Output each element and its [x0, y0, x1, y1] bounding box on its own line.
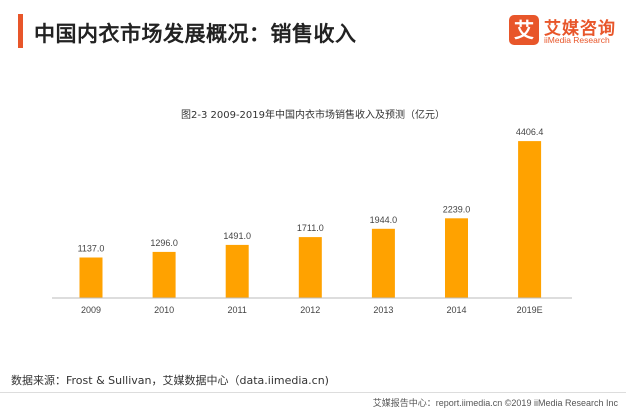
bar-2019E	[518, 141, 542, 298]
logo-name: 艾媒咨询	[544, 19, 616, 39]
value-label-2019E: 4406.4	[516, 127, 544, 137]
bar-2012	[298, 237, 322, 298]
title-accent-bar	[18, 14, 23, 48]
bar-2013	[371, 228, 395, 298]
x-tick-label-2014: 2014	[446, 305, 466, 315]
value-label-2013: 1944.0	[370, 215, 398, 225]
data-source-note: 数据来源：Frost & Sullivan，艾媒数据中心（data.iimedi…	[11, 374, 329, 387]
value-label-2014: 2239.0	[443, 204, 471, 214]
logo-subtitle: iiMedia Research	[544, 35, 610, 45]
x-tick-label-2013: 2013	[373, 305, 393, 315]
logo-mark-icon: 艾	[509, 15, 539, 45]
value-label-2012: 1711.0	[297, 223, 324, 233]
x-tick-label-2012: 2012	[300, 305, 320, 315]
bar-2011	[225, 244, 249, 298]
x-tick-label-2011: 2011	[228, 305, 247, 315]
x-tick-label-2010: 2010	[154, 305, 174, 315]
footer-divider	[0, 392, 626, 393]
chart-title: 图2-3 2009-2019年中国内衣市场销售收入及预测（亿元）	[181, 108, 445, 121]
value-label-2009: 1137.0	[78, 244, 105, 254]
iimedia-logo: 艾 艾媒咨询 iiMedia Research	[509, 15, 619, 49]
x-tick-label-2009: 2009	[81, 305, 101, 315]
bar-2010	[152, 251, 176, 298]
bar-2014	[445, 218, 468, 298]
footer-copyright: 艾媒报告中心：report.iimedia.cn ©2019 iiMedia R…	[372, 398, 618, 408]
x-tick-label-2019E: 2019E	[517, 305, 543, 315]
page-title: 中国内衣市场发展概况：销售收入	[34, 22, 357, 46]
value-label-2010: 1296.0	[150, 238, 178, 248]
bar-2009	[79, 257, 103, 298]
value-label-2011: 1491.0	[223, 231, 251, 241]
